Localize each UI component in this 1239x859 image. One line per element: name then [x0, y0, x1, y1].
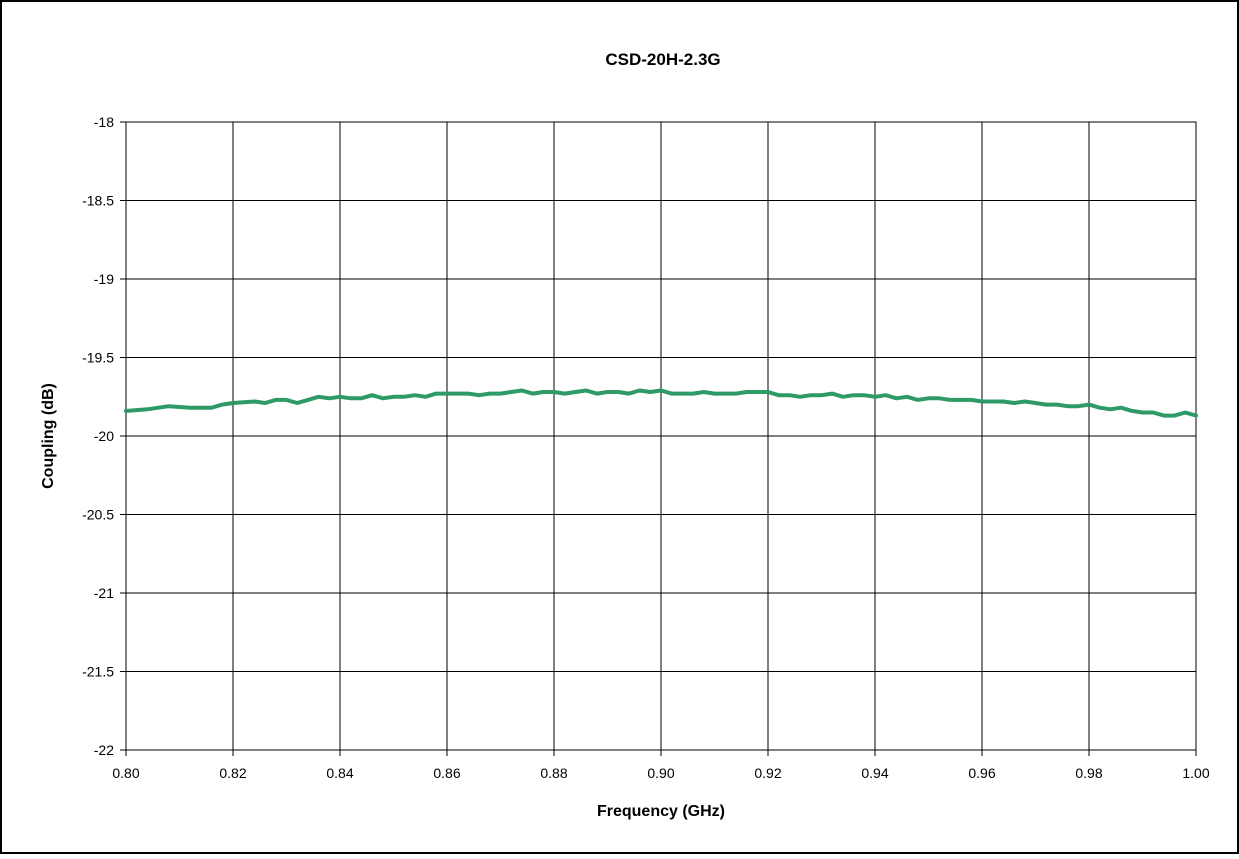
x-tick-label: 0.94 [861, 765, 888, 781]
series-layer [124, 388, 1198, 418]
x-tick-label: 0.92 [754, 765, 781, 781]
x-tick-label: 0.96 [968, 765, 995, 781]
grid-layer [125, 121, 1197, 751]
x-tick-label: 1.00 [1182, 765, 1209, 781]
x-tick-label: 0.84 [326, 765, 353, 781]
tick-layer: 0.80 0.82 0.84 0.86 0.88 0.90 0.92 0.94 0.96 0.98… [82, 114, 1210, 781]
y-tick-label: -19 [94, 271, 114, 287]
y-tick-label: -19.5 [82, 350, 114, 366]
y-tick-label: -21.5 [82, 664, 114, 680]
y-tick-label: -22 [94, 742, 114, 758]
x-tick-label: 0.86 [433, 765, 460, 781]
y-tick-label: -20.5 [82, 507, 114, 523]
x-axis-title: Frequency (GHz) [597, 803, 725, 820]
y-tick-label: -18 [94, 114, 114, 130]
y-tick-label: -18.5 [82, 193, 114, 209]
x-tick-label: 0.82 [219, 765, 246, 781]
y-axis-title: Coupling (dB) [40, 383, 57, 489]
y-tick-label: -20 [94, 428, 114, 444]
chart-title: CSD-20H-2.3G [605, 50, 720, 69]
x-tick-label: 0.90 [647, 765, 674, 781]
coupling-series-line [124, 388, 1198, 418]
x-tick-label: 0.88 [540, 765, 567, 781]
x-tick-label: 0.98 [1075, 765, 1102, 781]
x-tick-label: 0.80 [112, 765, 139, 781]
y-tick-label: -21 [94, 585, 114, 601]
